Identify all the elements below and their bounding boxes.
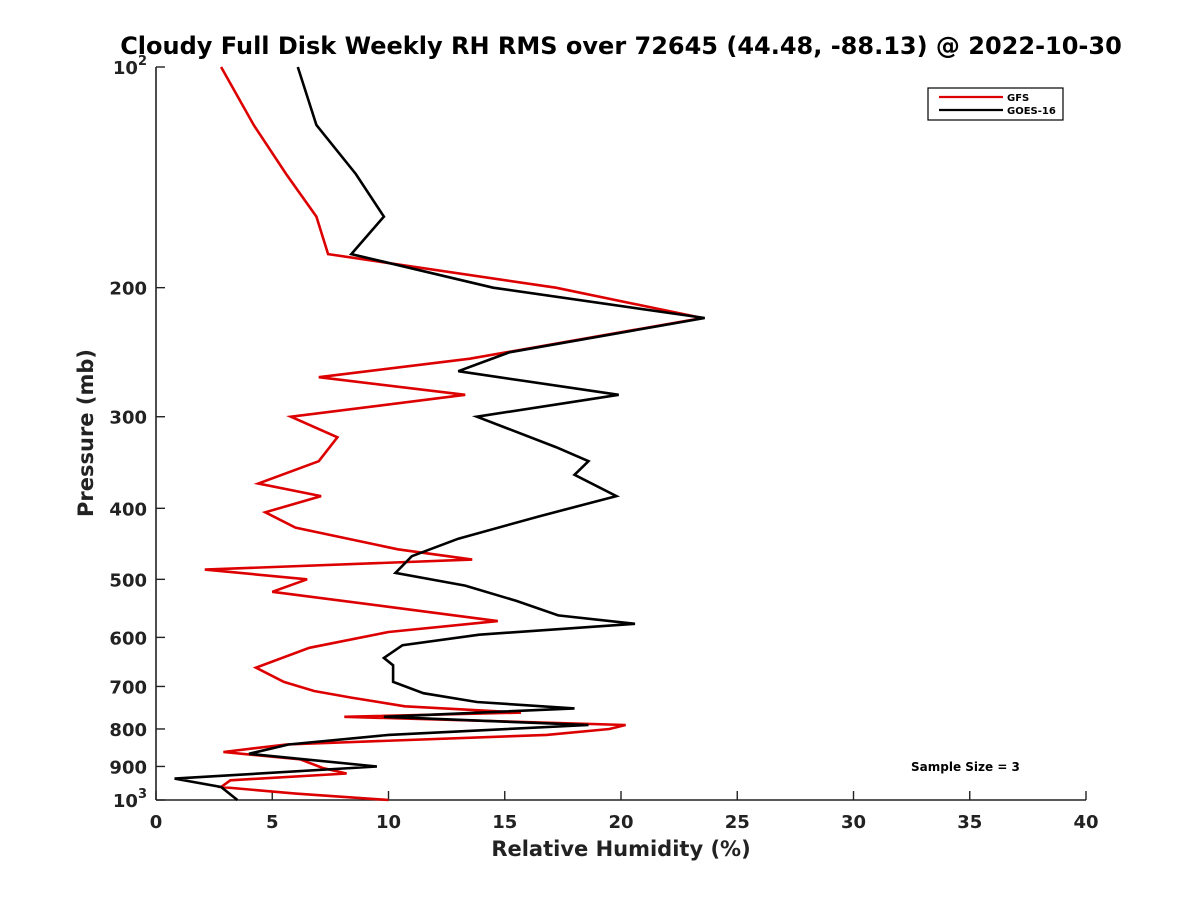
x-tick-label: 25 [725,812,750,833]
legend-label-gfs: GFS [1007,93,1029,104]
x-tick-label: 15 [492,812,517,833]
legend-label-goes16: GOES-16 [1007,106,1056,117]
y-tick-label: 102 [113,54,147,79]
legend: GFS GOES-16 [927,87,1064,121]
x-tick-label: 20 [608,812,633,833]
x-tick-label: 0 [150,812,163,833]
y-tick-label: 103 [113,787,147,812]
y-tick-label: 900 [109,757,147,778]
y-tick-label: 200 [109,279,147,300]
chart-title: Cloudy Full Disk Weekly RH RMS over 7264… [120,32,1122,60]
x-tick-label: 35 [957,812,982,833]
series-layer [174,66,705,802]
plot-area: 0 5 10 15 20 25 30 35 40 102 200 300 400 500 600 700 80… [109,54,1098,833]
sample-size-annotation: Sample Size = 3 [911,760,1020,774]
y-tick-label: 800 [109,720,147,741]
series-line-gfs [204,66,703,802]
x-tick-label: 40 [1073,812,1098,833]
y-tick-label: 700 [109,677,147,698]
legend-box [927,87,1064,121]
y-axis-label: Pressure (mb) [74,349,98,517]
y-ticks: 102 200 300 400 500 600 700 800 900 103 [109,54,165,812]
x-tick-label: 10 [376,812,401,833]
x-tick-label: 30 [841,812,866,833]
series-line-goes16 [174,66,705,802]
x-axis-label: Relative Humidity (%) [491,837,750,861]
y-tick-label: 300 [109,408,147,429]
x-ticks: 0 5 10 15 20 25 30 35 40 [150,791,1099,833]
y-tick-label: 600 [109,628,147,649]
x-tick-label: 5 [266,812,279,833]
y-tick-label: 400 [109,499,147,520]
y-tick-label: 500 [109,570,147,591]
